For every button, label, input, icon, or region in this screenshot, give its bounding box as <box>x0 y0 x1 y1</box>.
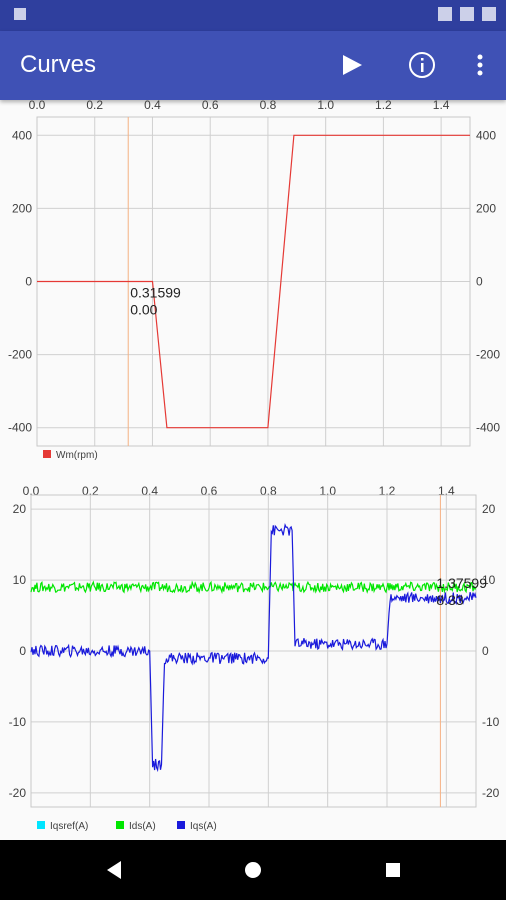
legend-label: Iqs(A) <box>190 821 217 832</box>
x-tick-label: 0.2 <box>86 100 103 112</box>
y-tick-label-left: 400 <box>12 128 32 142</box>
x-tick-label: 1.2 <box>375 100 392 112</box>
legend-swatch <box>116 821 124 829</box>
y-tick-label-left: 0 <box>19 644 26 658</box>
signal-icon <box>460 7 474 21</box>
legend-label: Wm(rpm) <box>56 450 98 461</box>
x-tick-label: 0.6 <box>201 486 218 498</box>
x-tick-label: 0.0 <box>29 100 46 112</box>
play-button[interactable] <box>334 47 370 83</box>
x-tick-label: 1.2 <box>379 486 396 498</box>
y-tick-label-right: 0 <box>476 275 483 289</box>
x-tick-label: 0.6 <box>202 100 219 112</box>
series-line-idsa <box>30 580 477 595</box>
legend-swatch <box>37 821 45 829</box>
y-tick-label-left: 10 <box>13 573 27 587</box>
battery-icon <box>482 7 496 21</box>
wifi-icon <box>438 7 452 21</box>
x-tick-label: 0.8 <box>260 486 277 498</box>
y-tick-label-right: 10 <box>482 573 496 587</box>
y-tick-label-left: 200 <box>12 201 32 215</box>
info-button[interactable] <box>404 47 440 83</box>
cursor-x-value: 1.37599 <box>436 575 487 591</box>
series-line-iqsa <box>30 523 477 773</box>
more-vert-icon <box>477 54 483 76</box>
legend-swatch <box>43 450 51 458</box>
y-tick-label-right: -400 <box>476 421 500 435</box>
y-tick-label-left: -10 <box>9 715 27 729</box>
info-icon <box>409 52 435 78</box>
y-tick-label-right: -10 <box>482 715 500 729</box>
legend-swatch <box>177 821 185 829</box>
x-tick-label: 0.2 <box>82 486 99 498</box>
status-bar <box>0 0 506 31</box>
legend-label: Ids(A) <box>129 821 156 832</box>
x-tick-label: 0.4 <box>141 486 158 498</box>
play-icon <box>343 55 362 75</box>
y-tick-label-left: -400 <box>8 421 32 435</box>
y-tick-label-left: -20 <box>9 786 27 800</box>
y-tick-label-right: -20 <box>482 786 500 800</box>
notification-icon <box>14 8 26 20</box>
recents-icon[interactable] <box>381 858 405 882</box>
y-tick-label-left: -200 <box>8 348 32 362</box>
x-tick-label: 1.4 <box>433 100 450 112</box>
status-icons <box>438 7 496 21</box>
app-bar: Curves <box>0 31 506 100</box>
speed-chart[interactable]: 0.0 0.2 0.4 0.6 0.8 1.0 1.2 1.4 400 400 200 200 0 0 -2… <box>0 100 506 470</box>
y-tick-label-right: 200 <box>476 201 496 215</box>
navigation-bar <box>0 840 506 900</box>
cursor-y-value: 0.00 <box>130 302 157 318</box>
x-tick-label: 1.0 <box>317 100 334 112</box>
x-tick-label: 0.4 <box>144 100 161 112</box>
series-line-wmrpm <box>37 134 470 429</box>
y-tick-label-right: 400 <box>476 128 496 142</box>
cursor-x-value: 0.31599 <box>130 285 181 301</box>
y-tick-label-right: 0 <box>482 644 489 658</box>
legend-label: Iqsref(A) <box>50 821 88 832</box>
back-icon[interactable] <box>103 858 127 882</box>
y-tick-label-left: 20 <box>13 502 27 516</box>
y-tick-label-right: 20 <box>482 502 496 516</box>
page-title: Curves <box>20 51 97 78</box>
cursor-y-value: 8.33 <box>436 592 463 608</box>
more-options-button[interactable] <box>462 47 498 83</box>
home-icon[interactable] <box>241 858 265 882</box>
x-tick-label: 1.0 <box>319 486 336 498</box>
y-tick-label-left: 0 <box>25 275 32 289</box>
y-tick-label-right: -200 <box>476 348 500 362</box>
x-tick-label: 0.8 <box>260 100 277 112</box>
